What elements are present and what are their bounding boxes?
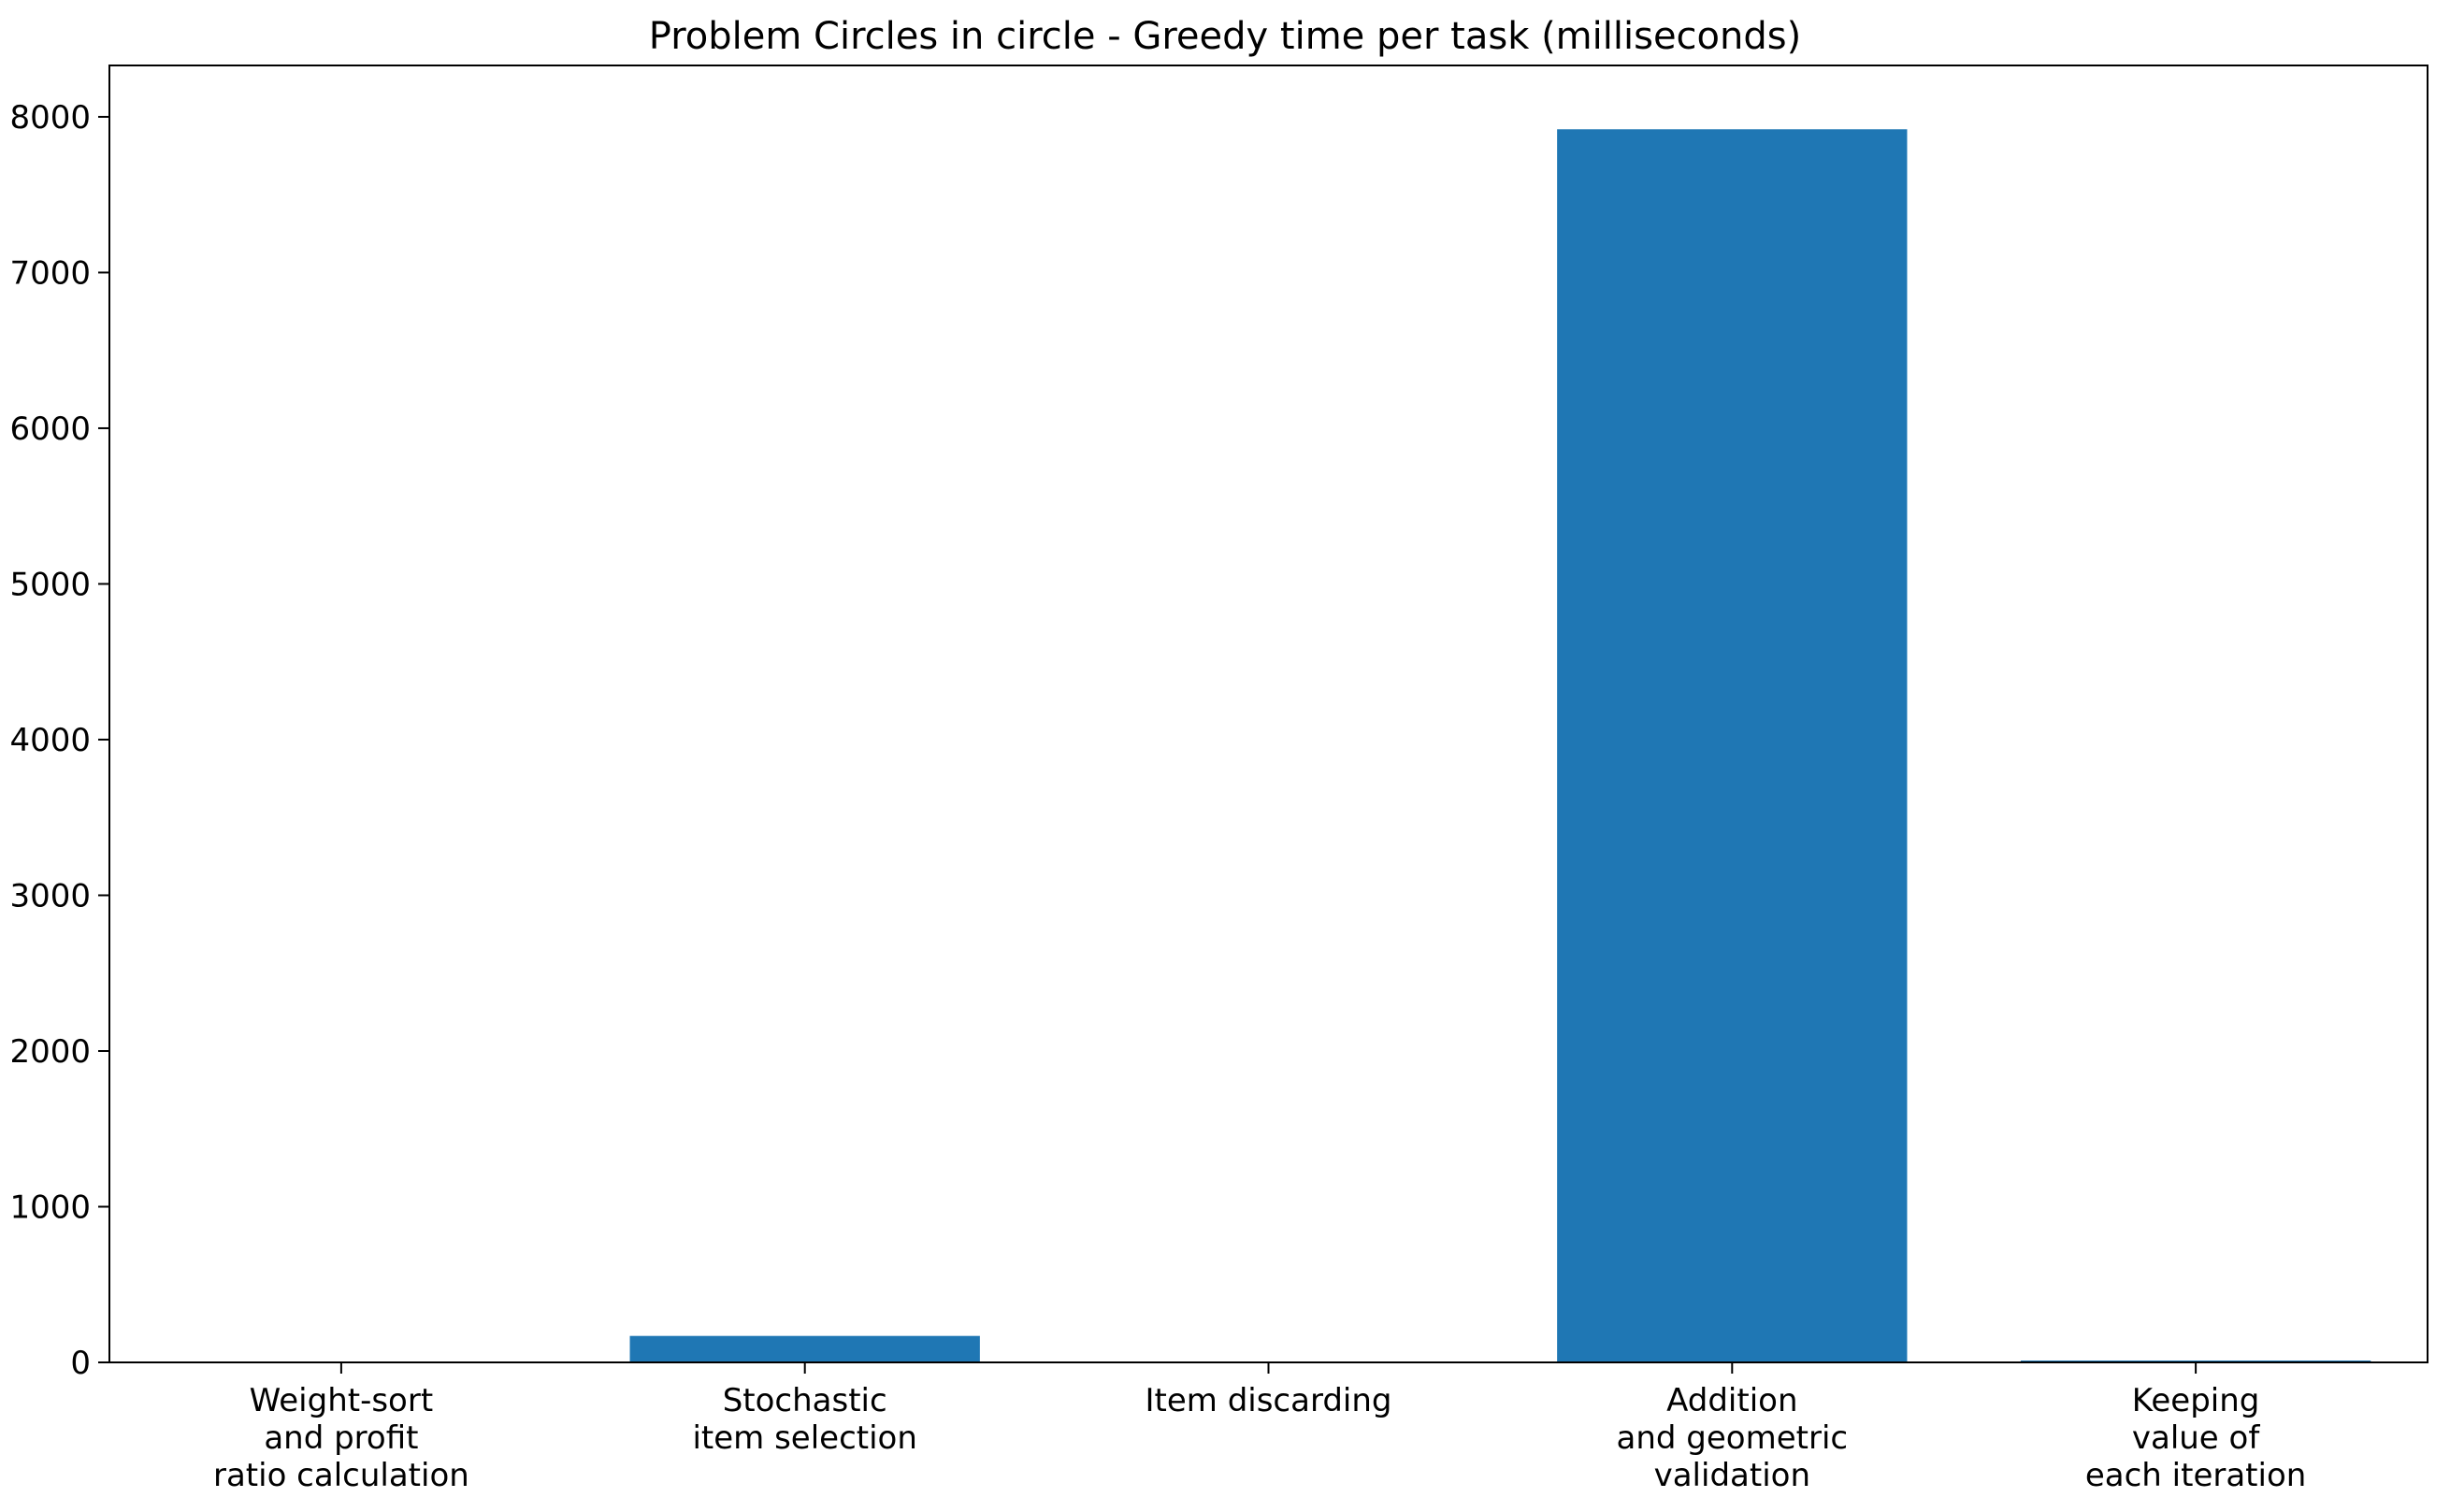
y-tick-label: 5000 — [9, 566, 91, 603]
y-tick-label: 2000 — [9, 1033, 91, 1071]
y-axis-ticks: 0 1000 2000 3000 4000 5000 6000 7000 8000 — [9, 99, 109, 1382]
bar — [1557, 129, 1907, 1362]
y-tick-label: 8000 — [9, 99, 91, 137]
y-tick-label: 4000 — [9, 722, 91, 759]
y-tick-label: 3000 — [9, 877, 91, 914]
y-tick-label: 1000 — [9, 1188, 91, 1226]
y-tick-label: 6000 — [9, 410, 91, 448]
y-tick-label: 0 — [70, 1345, 91, 1382]
x-tick-label: Item discarding — [1145, 1382, 1391, 1419]
chart-title: Problem Circles in circle - Greedy time … — [649, 15, 1801, 58]
bars — [166, 129, 2371, 1362]
y-tick-label: 7000 — [9, 254, 91, 292]
bar — [630, 1336, 980, 1362]
plot-frame — [109, 65, 2428, 1362]
